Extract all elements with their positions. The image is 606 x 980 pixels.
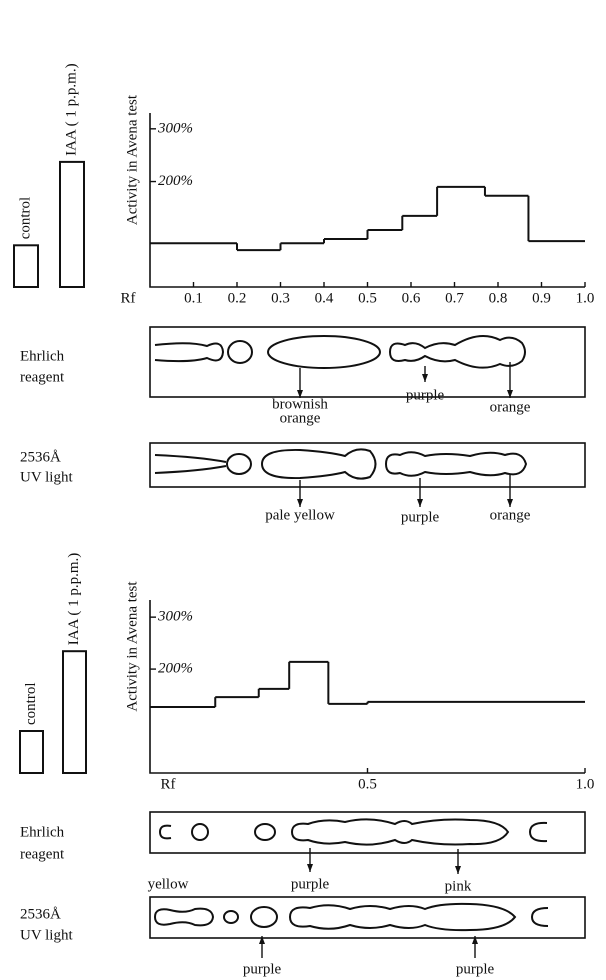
bar bbox=[59, 160, 85, 288]
bar-label: IAA ( 1 p.p.m.) bbox=[66, 553, 82, 646]
bar bbox=[13, 244, 39, 289]
spot bbox=[191, 823, 209, 841]
strip-2 bbox=[149, 442, 586, 488]
x-tick-label: 0.1 bbox=[184, 290, 203, 306]
x-tick-label: 0.2 bbox=[228, 290, 247, 306]
strip-1 bbox=[149, 326, 586, 398]
x-tick-label: 0.7 bbox=[445, 290, 464, 306]
spot-annotation: purple bbox=[456, 961, 495, 977]
arrow-head bbox=[297, 390, 303, 398]
arrow-head bbox=[259, 936, 265, 944]
x-tick-label: 0.9 bbox=[532, 290, 551, 306]
x-tick-label: 0.5 bbox=[358, 776, 377, 792]
bar-label: control bbox=[17, 197, 33, 240]
strip-box bbox=[149, 896, 586, 939]
spot bbox=[223, 910, 239, 924]
arrow-head bbox=[472, 936, 478, 944]
spot bbox=[290, 818, 510, 846]
reagent-label: Ehrlich bbox=[20, 824, 65, 840]
axis bbox=[149, 600, 585, 774]
strip-box bbox=[149, 326, 586, 398]
spot bbox=[384, 451, 528, 477]
y-label: Activity in Avena test bbox=[124, 94, 140, 225]
x-tick-label: 0.3 bbox=[271, 290, 290, 306]
arrow-head bbox=[297, 499, 303, 507]
spot-annotation: pale yellow bbox=[265, 507, 335, 523]
spot-annotation: yellow bbox=[148, 876, 189, 892]
reagent-label: UV light bbox=[20, 469, 73, 485]
spot bbox=[226, 453, 252, 475]
arrow-head bbox=[507, 499, 513, 507]
spot-annotation: purple bbox=[406, 387, 445, 403]
x-label: Rf bbox=[161, 776, 176, 792]
spot-annotation: pink bbox=[445, 878, 472, 894]
spot bbox=[260, 448, 377, 480]
spot-annotation: orange bbox=[490, 507, 531, 523]
spot bbox=[254, 823, 276, 841]
spot-annotation: purple bbox=[243, 961, 282, 977]
x-tick-label: 0.4 bbox=[315, 290, 334, 306]
arrow-head bbox=[455, 866, 461, 874]
axis bbox=[149, 113, 585, 288]
strip-box bbox=[149, 442, 586, 488]
x-label: Rf bbox=[121, 290, 136, 306]
reagent-label: Ehrlich bbox=[20, 348, 65, 364]
reagent-label: 2536Å bbox=[20, 906, 61, 922]
arrow-head bbox=[507, 390, 513, 398]
spot bbox=[154, 454, 227, 474]
arrow-head bbox=[307, 864, 313, 872]
y-tick-label: 200% bbox=[158, 173, 193, 189]
spot bbox=[227, 340, 253, 364]
reagent-label: reagent bbox=[20, 369, 65, 385]
strip-4 bbox=[149, 896, 586, 939]
arrow-head bbox=[417, 499, 423, 507]
spot bbox=[153, 907, 215, 927]
spot-annotation: orange bbox=[490, 399, 531, 415]
arrow-head bbox=[422, 374, 428, 382]
x-tick-label: 0.5 bbox=[358, 290, 377, 306]
y-tick-label: 300% bbox=[157, 120, 193, 136]
spot bbox=[530, 907, 549, 927]
x-tick-label: 1.0 bbox=[576, 290, 595, 306]
spot bbox=[288, 902, 517, 932]
x-tick-label: 0.8 bbox=[489, 290, 508, 306]
y-tick-label: 200% bbox=[158, 661, 193, 677]
spot bbox=[528, 821, 548, 843]
reagent-label: reagent bbox=[20, 846, 65, 862]
bar-label: control bbox=[23, 683, 39, 726]
bar bbox=[62, 650, 87, 775]
spot bbox=[154, 342, 225, 363]
spot-annotation: purple bbox=[291, 876, 330, 892]
spot-annotation: brownish bbox=[272, 396, 328, 412]
y-label: Activity in Avena test bbox=[124, 581, 140, 712]
spot-annotation: purple bbox=[401, 509, 440, 525]
spot bbox=[267, 335, 381, 369]
spot bbox=[388, 335, 526, 369]
x-tick-label: 1.0 bbox=[576, 776, 595, 792]
bar-label: IAA ( 1 p.p.m.) bbox=[63, 63, 79, 156]
reagent-label: 2536Å bbox=[20, 449, 61, 465]
x-tick-label: 0.6 bbox=[402, 290, 421, 306]
spot bbox=[250, 906, 278, 928]
bar bbox=[19, 730, 44, 774]
reagent-label: UV light bbox=[20, 927, 73, 943]
spot-annotation: orange bbox=[280, 410, 321, 426]
y-tick-label: 300% bbox=[157, 609, 193, 625]
spot bbox=[158, 824, 172, 840]
strip-box bbox=[149, 811, 586, 854]
strip-3 bbox=[149, 811, 586, 854]
